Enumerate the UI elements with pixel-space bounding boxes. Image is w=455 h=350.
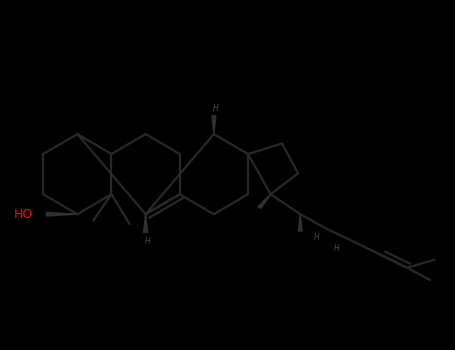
Text: HO: HO	[14, 208, 33, 221]
Polygon shape	[298, 214, 302, 231]
Polygon shape	[46, 212, 77, 216]
Text: H: H	[145, 237, 151, 246]
Polygon shape	[144, 214, 147, 232]
Text: H: H	[334, 244, 339, 253]
Text: H: H	[313, 233, 319, 243]
Polygon shape	[258, 194, 271, 208]
Text: H: H	[213, 104, 219, 113]
Polygon shape	[212, 116, 216, 134]
